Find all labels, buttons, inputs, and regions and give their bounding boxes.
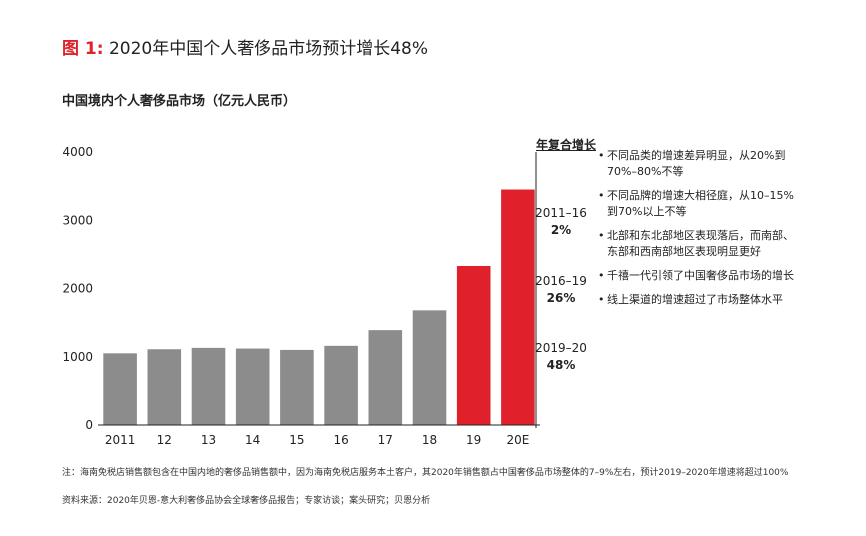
y-tick-label: 4000 (62, 145, 93, 159)
cagr-value: 2% (550, 223, 572, 237)
note-text: 线上渠道的增速超过了市场整体水平 (607, 293, 783, 306)
bullet: • (598, 229, 605, 242)
figure-title-text: 2020年中国个人奢侈品市场预计增长48% (108, 39, 429, 59)
note-item: • 北部和东北部地区表现落后，而南部、东部和西南部地区表现明显更好 (598, 228, 798, 260)
note-text: 北部和东北部地区表现落后，而南部、东部和西南部地区表现明显更好 (607, 229, 794, 258)
cagr-value: 26% (546, 291, 576, 305)
x-tick-label: 17 (378, 433, 393, 447)
bar-16 (324, 345, 358, 425)
bullet: • (598, 189, 605, 202)
note-item: • 千禧一代引领了中国奢侈品市场的增长 (598, 268, 798, 284)
bar-15 (280, 349, 314, 425)
x-tick-label: 14 (245, 433, 260, 447)
bar-12 (147, 349, 182, 425)
cagr-period: 2011–16 (535, 206, 587, 220)
notes-list: • 不同品类的增速差异明显，从20%到70%–80%不等 • 不同品牌的增速大相径庭… (598, 148, 798, 316)
figure-label: 图 1: (62, 39, 104, 59)
bar-2011 (103, 353, 137, 425)
bar-13 (191, 347, 226, 425)
cagr-header: 年复合增长 (536, 138, 597, 152)
note-text: 千禧一代引领了中国奢侈品市场的增长 (607, 269, 794, 282)
bar-17 (368, 330, 403, 425)
cagr-period: 2016–19 (535, 274, 587, 288)
x-tick-label: 12 (157, 433, 172, 447)
source-note: 资料来源：2020年贝恩-意大利奢侈品协会全球奢侈品报告；专家访谈；案头研究；贝… (62, 496, 431, 506)
note-item: • 不同品牌的增速大相径庭，从10–15%到70%以上不等 (598, 188, 798, 220)
note-text: 不同品牌的增速大相径庭，从10–15%到70%以上不等 (607, 189, 794, 218)
chart-title: 中国境内个人奢侈品市场（亿元人民币） (62, 94, 297, 109)
bar-18 (412, 310, 447, 425)
bar-20E (501, 189, 535, 425)
note-item: • 不同品类的增速差异明显，从20%到70%–80%不等 (598, 148, 798, 180)
x-tick-label: 2011 (105, 433, 136, 447)
y-tick-label: 1000 (62, 350, 93, 364)
bullet: • (598, 269, 605, 282)
bar-19 (456, 265, 491, 425)
x-tick-label: 16 (333, 433, 348, 447)
cagr-item-2019-20: 2019–20 48% (532, 340, 590, 374)
figure-title: 图 1: 2020年中国个人奢侈品市场预计增长48% (62, 34, 428, 59)
x-tick-label: 20E (506, 433, 529, 447)
note-item: • 线上渠道的增速超过了市场整体水平 (598, 292, 798, 308)
x-tick-label: 13 (201, 433, 216, 447)
y-tick-label: 0 (85, 418, 93, 432)
x-tick-label: 18 (422, 433, 437, 447)
bullet: • (598, 149, 605, 162)
cagr-period: 2019–20 (535, 341, 587, 355)
y-tick-label: 3000 (62, 213, 93, 227)
bar-14 (235, 348, 270, 425)
x-tick-label: 15 (289, 433, 304, 447)
footnote: 注：海南免税店销售额包含在中国内地的奢侈品销售额中，因为海南免税店服务本土客户，… (62, 468, 789, 478)
cagr-value: 48% (546, 358, 576, 372)
bullet: • (598, 293, 605, 306)
cagr-item-2016-19: 2016–19 26% (532, 273, 590, 307)
cagr-item-2011-16: 2011–16 2% (532, 205, 590, 239)
note-text: 不同品类的增速差异明显，从20%到70%–80%不等 (607, 149, 786, 178)
y-tick-label: 2000 (62, 282, 93, 296)
x-tick-label: 19 (466, 433, 481, 447)
